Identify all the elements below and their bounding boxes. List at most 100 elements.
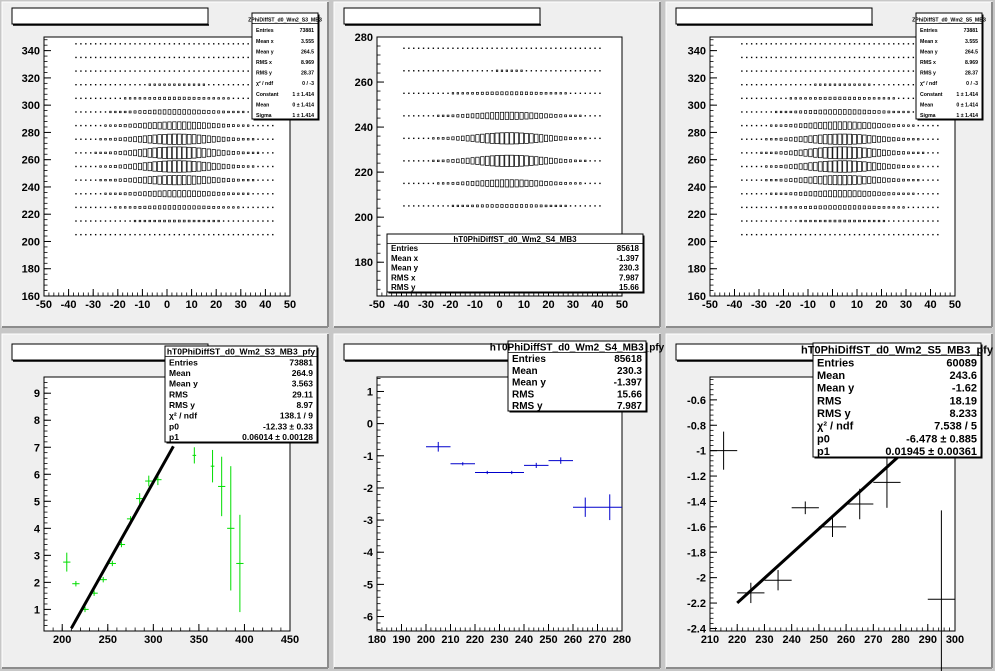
box-cell <box>804 56 807 59</box>
box-cell <box>114 56 117 59</box>
box-cell <box>819 56 821 59</box>
box-cell <box>99 97 102 100</box>
box-cell <box>466 92 469 95</box>
stats-label: Mean <box>512 366 538 377</box>
box-cell <box>897 178 901 182</box>
box-cell <box>560 70 562 72</box>
box-cell <box>162 160 167 173</box>
box-cell <box>862 161 867 172</box>
box-cell <box>872 97 876 100</box>
box-cell <box>932 233 934 236</box>
box-cell <box>267 193 269 195</box>
box-cell <box>437 92 439 95</box>
box-cell <box>937 179 939 181</box>
box-cell <box>775 43 777 45</box>
box-cell <box>162 121 167 130</box>
box-cell <box>147 148 152 158</box>
box-cell <box>144 84 146 86</box>
box-cell <box>432 182 435 185</box>
box-cell <box>765 233 768 236</box>
box-cell <box>158 43 161 45</box>
y-tick-label: 8 <box>34 415 40 427</box>
box-cell <box>917 165 920 168</box>
box-cell <box>852 190 857 198</box>
box-cell <box>167 190 172 198</box>
box-cell <box>196 175 202 185</box>
stats-value: 15.66 <box>617 389 642 400</box>
box-cell <box>99 70 102 72</box>
box-cell <box>119 97 121 100</box>
box-cell <box>168 56 171 59</box>
box-cell <box>162 109 167 115</box>
box-cell <box>818 219 822 223</box>
box-cell <box>133 191 137 196</box>
box-cell <box>779 178 783 182</box>
box-cell <box>917 233 919 236</box>
box-cell <box>94 165 97 168</box>
box-cell <box>201 176 206 184</box>
box-cell <box>584 182 586 185</box>
stats-label: Entries <box>391 244 419 253</box>
box-cell <box>828 190 832 198</box>
box-cell <box>272 179 274 181</box>
box-cell <box>858 96 861 100</box>
box-cell <box>427 70 430 72</box>
box-cell <box>847 121 852 130</box>
box-cell <box>760 97 763 100</box>
box-cell <box>520 47 523 49</box>
box-cell <box>897 220 900 222</box>
box-cell <box>227 192 230 196</box>
box-cell <box>893 56 895 59</box>
box-cell <box>817 147 823 159</box>
box-cell <box>422 47 425 49</box>
box-cell <box>882 191 886 196</box>
box-cell <box>907 43 910 45</box>
box-cell <box>80 111 82 113</box>
box-cell <box>818 122 823 130</box>
box-cell <box>480 133 485 143</box>
box-cell <box>138 219 142 223</box>
box-cell <box>594 70 596 72</box>
box-cell <box>109 233 112 236</box>
box-cell <box>427 115 430 117</box>
box-cell <box>818 97 822 100</box>
box-cell <box>168 70 171 72</box>
box-cell <box>599 70 601 72</box>
box-cell <box>599 182 601 185</box>
box-cell <box>922 220 924 222</box>
box-cell <box>104 165 107 168</box>
box-cell <box>755 97 758 100</box>
box-cell <box>795 70 797 72</box>
box-cell <box>446 136 450 140</box>
box-cell <box>579 92 582 95</box>
box-cell <box>549 92 553 95</box>
box-cell <box>504 179 509 188</box>
box-cell <box>466 113 470 118</box>
box-cell <box>510 204 514 208</box>
x-tick-label: 50 <box>616 299 628 311</box>
box-cell <box>793 150 798 156</box>
y-tick-label: -6 <box>363 612 373 624</box>
box-cell <box>902 192 905 195</box>
box-cell <box>760 233 763 236</box>
box-cell <box>442 47 444 49</box>
stats-value: -1.62 <box>952 383 977 395</box>
box-cell <box>485 155 490 166</box>
box-cell <box>85 152 87 154</box>
box-cell <box>475 156 480 165</box>
x-tick-label: -10 <box>800 299 816 311</box>
box-cell <box>862 175 867 185</box>
box-cell <box>867 135 872 144</box>
box-cell <box>579 182 582 185</box>
box-cell <box>927 179 929 181</box>
box-cell <box>755 165 758 168</box>
box-cell <box>799 56 802 59</box>
box-cell <box>843 83 846 86</box>
box-cell <box>755 206 758 209</box>
box-cell <box>257 138 259 140</box>
box-cell <box>852 134 857 145</box>
box-cell <box>247 97 249 100</box>
box-cell <box>177 109 182 115</box>
box-cell <box>246 151 250 154</box>
y-tick-label: -4 <box>363 547 374 559</box>
